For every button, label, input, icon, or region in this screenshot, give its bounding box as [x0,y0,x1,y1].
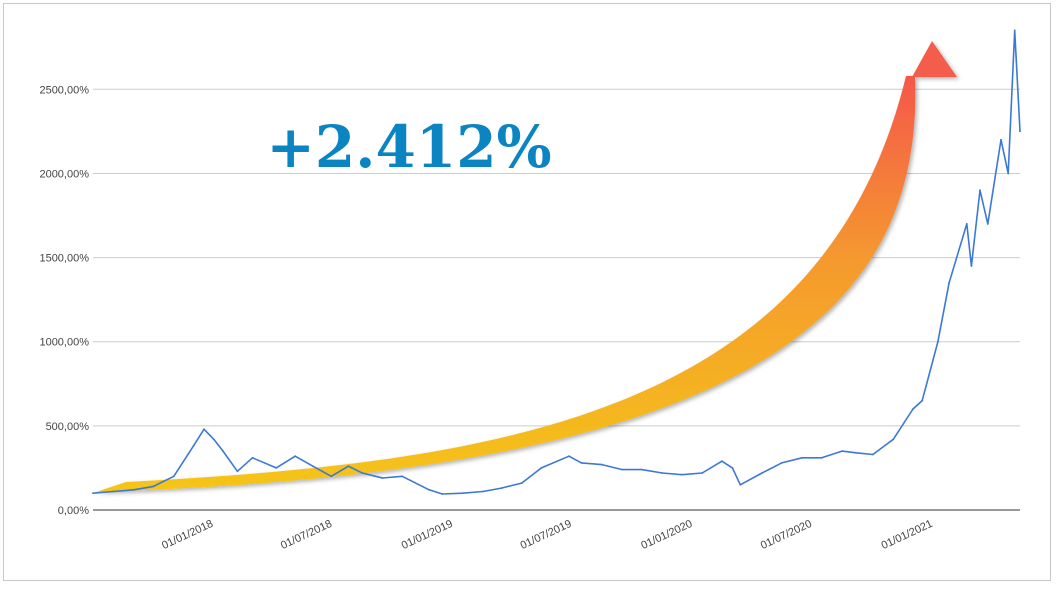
data-point [212,438,215,441]
data-point [580,461,583,464]
data-point [294,455,297,458]
data-point [152,485,155,488]
y-tick-label: 1500,00% [39,253,89,265]
x-tick-label: 01/01/2018 [160,518,215,552]
data-point [721,460,723,463]
data-point [251,456,254,459]
data-point [172,475,175,478]
data-point [600,463,603,466]
y-tick-label: 0,00% [58,505,89,517]
y-tick-label: 2000,00% [39,168,89,180]
data-point [892,438,895,441]
y-tick-label: 500,00% [46,421,90,433]
data-point [937,340,939,343]
data-point [731,467,734,469]
x-tick-label: 01/01/2020 [639,518,694,552]
arrow-body [96,76,916,492]
data-point [461,492,464,495]
chart-frame: 0,00% 500,00% 1000,00% 1500,00% 2000,00% 2500… [3,3,1051,581]
y-axis: 0,00% 500,00% 1000,00% 1500,00% 2000,00% 2500… [39,84,89,517]
series-layer [92,29,1021,495]
gridlines [93,88,1020,511]
data-point [986,223,989,225]
data-point [428,488,431,491]
data-point [948,281,950,284]
data-point [979,189,981,192]
growth-arrow [96,41,957,492]
data-point [872,453,874,456]
data-point [1019,130,1021,133]
data-point [500,487,503,490]
x-axis: 01/01/2018 01/07/2018 01/01/2019 01/07/2019… [160,518,935,552]
line-chart: 0,00% 500,00% 1000,00% 1500,00% 2000,00% 2500… [39,29,1021,552]
data-point [912,408,914,410]
data-point [482,490,484,493]
data-point [921,399,924,402]
data-point [92,492,94,495]
data-point [112,490,115,493]
data-point [761,472,763,474]
data-point [236,470,239,473]
data-point [520,482,523,484]
x-tick-label: 01/01/2021 [880,518,935,552]
x-tick-label: 01/01/2019 [400,518,455,552]
headline-percentage: +2.412% [266,113,551,181]
data-point [640,468,643,471]
data-point [401,475,404,478]
x-tick-label: 01/07/2018 [279,518,334,552]
data-point [441,493,444,495]
data-point [275,467,278,469]
x-tick-label: 01/07/2020 [759,518,814,552]
data-point [347,465,350,468]
y-tick-label: 1000,00% [39,337,89,349]
data-point [222,450,224,453]
data-point [540,467,543,469]
data-point [203,428,205,431]
data-point [621,468,624,471]
y-tick-label: 2500,00% [39,84,89,96]
data-point [841,450,843,453]
data-point [780,461,783,464]
data-point [1013,29,1016,32]
data-point [801,456,803,459]
data-point [661,472,664,474]
data-point [1007,172,1010,175]
data-point [820,456,823,459]
data-point [192,445,195,447]
data-point [965,223,968,225]
data-point [132,488,135,491]
data-point [701,472,704,474]
x-tick-label: 01/07/2019 [519,518,574,552]
data-point [361,472,364,474]
data-point [312,465,314,468]
data-point [330,475,333,478]
data-point [1000,138,1002,141]
data-point [854,451,857,454]
data-point [680,473,683,476]
data-point [568,455,570,458]
data-point [739,483,742,486]
data-point [970,265,973,267]
data-point [381,477,384,479]
arrow-head [912,41,957,77]
